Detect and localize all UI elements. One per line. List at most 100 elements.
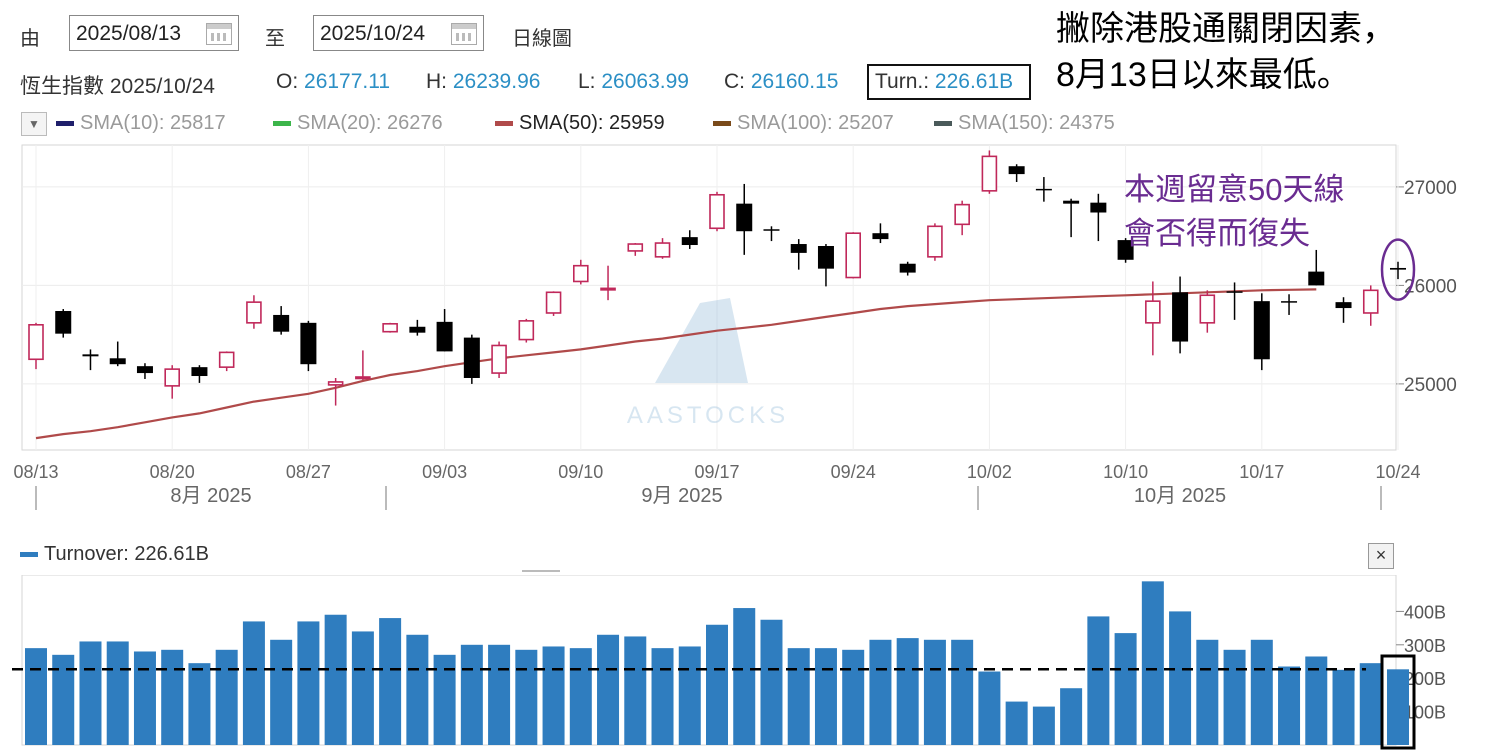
calendar-icon[interactable] bbox=[451, 23, 477, 45]
candle-body bbox=[954, 203, 970, 226]
candle bbox=[1390, 261, 1406, 280]
sma-legend-item[interactable]: SMA(150): 24375 bbox=[934, 112, 1115, 135]
y-tick-label: 400B bbox=[1404, 602, 1446, 622]
sma-legend-item[interactable]: SMA(20): 26276 bbox=[273, 112, 443, 135]
sma-legend-item[interactable]: SMA(50): 25959 bbox=[495, 112, 665, 135]
candle-body bbox=[1117, 240, 1134, 260]
candle-body bbox=[845, 232, 862, 279]
turnover-swatch bbox=[20, 552, 38, 558]
chart-kind-label: 日線圖 bbox=[512, 28, 572, 50]
high-value: H: 26239.96 bbox=[426, 70, 541, 93]
candle-body bbox=[981, 155, 998, 192]
index-info: 恆生指數 2025/10/24 bbox=[20, 70, 215, 100]
turnover-bar bbox=[1305, 656, 1328, 745]
x-tick-label: 10/17 bbox=[1239, 462, 1284, 482]
candle-body bbox=[1145, 300, 1161, 324]
sma-swatch bbox=[56, 121, 74, 127]
candle-body bbox=[491, 344, 507, 374]
candle bbox=[82, 349, 99, 371]
turnover-bar bbox=[515, 649, 538, 745]
candle-body bbox=[709, 193, 725, 230]
from-date-input[interactable]: 2025/08/13 bbox=[69, 15, 239, 51]
candle bbox=[1226, 282, 1243, 320]
to-date-input[interactable]: 2025/10/24 bbox=[313, 15, 484, 51]
candle-body bbox=[1063, 200, 1080, 204]
candle-body bbox=[191, 367, 208, 377]
sma-swatch bbox=[713, 121, 731, 127]
candle bbox=[491, 341, 507, 378]
last-bar-highlight-box bbox=[1380, 654, 1416, 750]
sma-legend-label: SMA(20): 26276 bbox=[297, 112, 443, 134]
turnover-bar bbox=[351, 631, 374, 745]
turnover-bar bbox=[1359, 663, 1382, 745]
candle-body bbox=[790, 244, 807, 253]
candle-body bbox=[1390, 267, 1406, 270]
candle bbox=[1117, 238, 1134, 263]
candle-body bbox=[600, 287, 616, 291]
candle bbox=[872, 223, 889, 244]
y-tick-label: 200B bbox=[1404, 669, 1446, 689]
candle-body bbox=[1253, 301, 1270, 360]
turnover-summary-box: Turn.: 226.61B bbox=[867, 64, 1031, 100]
close-panel-button[interactable]: × bbox=[1368, 543, 1394, 569]
candle bbox=[382, 322, 398, 333]
candle-body bbox=[436, 321, 453, 352]
candle-body bbox=[1226, 291, 1243, 293]
plot-area bbox=[21, 144, 1397, 451]
turnover-bar bbox=[406, 634, 429, 745]
y-tick-label: 25000 bbox=[1404, 375, 1457, 396]
annotation-line-1: 本週留意50天線 bbox=[1124, 172, 1345, 207]
turnover-bar bbox=[270, 639, 293, 745]
sma-dropdown-button[interactable]: ▼ bbox=[21, 112, 47, 136]
candle bbox=[191, 365, 208, 383]
candle bbox=[572, 259, 589, 285]
quote-date: 2025/10/24 bbox=[109, 75, 215, 98]
candle bbox=[736, 183, 753, 255]
candle bbox=[817, 244, 834, 287]
x-tick-label: 10/10 bbox=[1103, 462, 1148, 482]
turnover-bar bbox=[79, 641, 102, 745]
turnover-bar bbox=[1087, 616, 1110, 745]
to-label: 至 bbox=[265, 28, 285, 50]
y-tick-label: 100B bbox=[1404, 703, 1446, 723]
candle-body bbox=[382, 323, 398, 333]
sma-legend-label: SMA(10): 25817 bbox=[80, 112, 226, 134]
turnover-bar bbox=[951, 639, 974, 745]
turnover-bar bbox=[242, 621, 265, 745]
turnover-bar bbox=[869, 639, 892, 745]
candle bbox=[709, 191, 725, 232]
y-tick-label: 26000 bbox=[1404, 276, 1457, 297]
sma-legend-item[interactable]: SMA(10): 25817 bbox=[56, 112, 226, 135]
month-label: 8月 2025 bbox=[170, 485, 251, 507]
candle-body bbox=[327, 381, 344, 386]
turnover-legend-text: Turnover: 226.61B bbox=[44, 543, 209, 565]
candle bbox=[109, 341, 126, 367]
annotation-line-2: 會否得而復失 bbox=[1124, 216, 1310, 251]
turnover-bar bbox=[760, 619, 783, 745]
note-line-2: 8月13日以來最低。 bbox=[1056, 56, 1351, 94]
turnover-bar bbox=[814, 648, 837, 745]
y-tick-label: 27000 bbox=[1404, 178, 1457, 199]
candle-body bbox=[1362, 289, 1379, 314]
candle-body bbox=[927, 225, 943, 258]
turnover-bar bbox=[324, 614, 347, 745]
candle-body bbox=[872, 233, 889, 240]
turnover-bar bbox=[1169, 611, 1192, 745]
turnover-bar bbox=[1332, 669, 1355, 745]
candle-body bbox=[1199, 294, 1216, 324]
sma-legend-item[interactable]: SMA(100): 25207 bbox=[713, 112, 894, 135]
turnover-bar bbox=[488, 644, 511, 745]
sma-swatch bbox=[495, 121, 513, 127]
to-date-value: 2025/10/24 bbox=[320, 22, 426, 45]
calendar-icon[interactable] bbox=[206, 23, 232, 45]
candle-body bbox=[109, 358, 126, 365]
turnover-bar bbox=[733, 608, 756, 745]
candle-body bbox=[164, 368, 180, 387]
turnover-bar bbox=[842, 649, 865, 745]
turnover-bar bbox=[379, 618, 402, 745]
candle-body bbox=[1008, 166, 1025, 175]
candle-body bbox=[899, 263, 916, 273]
candle bbox=[1253, 293, 1270, 371]
turnover-bar bbox=[460, 644, 483, 745]
candle bbox=[164, 365, 180, 399]
